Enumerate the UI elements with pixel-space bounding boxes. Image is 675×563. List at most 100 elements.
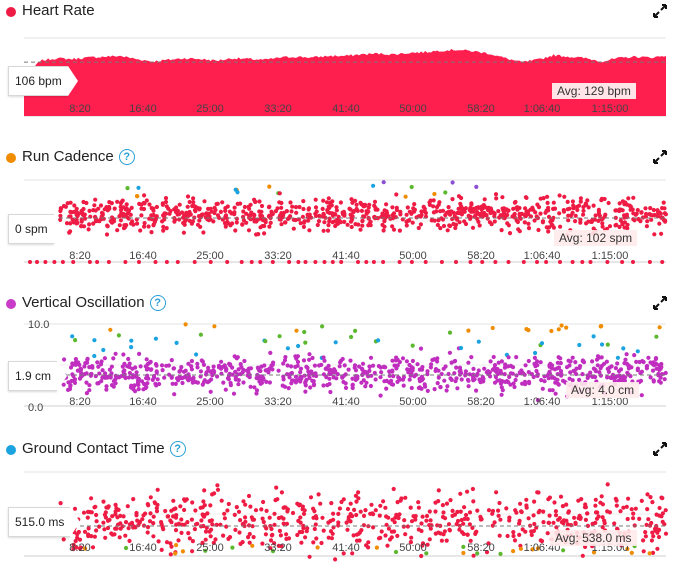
data-point — [230, 545, 235, 550]
data-point — [139, 213, 144, 218]
data-point — [371, 363, 376, 368]
x-tick-label: 16:40 — [129, 396, 157, 408]
data-point — [201, 230, 206, 235]
data-point — [134, 513, 139, 518]
data-point — [454, 365, 459, 370]
data-point — [518, 501, 523, 506]
data-point — [573, 521, 578, 526]
expand-arrows-icon[interactable] — [653, 4, 667, 18]
data-point — [555, 381, 561, 386]
data-point — [129, 345, 134, 350]
data-point — [541, 509, 546, 514]
data-point — [134, 194, 140, 199]
question-circle-icon[interactable]: ? — [149, 295, 166, 311]
data-point — [663, 370, 668, 376]
data-point — [632, 218, 637, 223]
data-point — [86, 526, 91, 531]
data-point — [326, 223, 331, 228]
data-point — [429, 362, 434, 367]
data-point — [119, 200, 124, 205]
data-point — [356, 222, 361, 227]
expand-arrows-icon[interactable] — [653, 296, 667, 310]
data-point — [393, 215, 398, 220]
data-point — [476, 368, 481, 373]
data-point — [578, 364, 583, 369]
data-point — [639, 210, 644, 215]
run-cadence-chart[interactable]: 8:20 16:40 25:00 33:20 41:40 50:00 58:20 1:06:4… — [0, 146, 675, 270]
data-point — [331, 511, 336, 516]
data-point — [447, 528, 452, 533]
data-point — [268, 350, 273, 355]
data-point — [488, 206, 493, 211]
data-point — [223, 387, 228, 392]
data-point — [332, 367, 337, 372]
data-point — [256, 232, 261, 237]
data-point — [163, 196, 169, 201]
data-point — [260, 516, 265, 521]
data-point — [564, 325, 569, 330]
data-point — [470, 225, 476, 230]
data-point — [162, 375, 167, 380]
data-point — [100, 368, 105, 373]
data-point — [479, 516, 484, 521]
data-point — [343, 372, 348, 377]
data-point — [126, 356, 131, 362]
data-point — [369, 373, 374, 378]
data-point — [253, 508, 259, 513]
data-point — [371, 260, 376, 264]
data-point — [230, 221, 235, 226]
data-point — [222, 363, 227, 368]
data-point — [486, 541, 491, 546]
data-point — [279, 490, 284, 495]
data-point — [446, 522, 452, 527]
data-point — [457, 220, 462, 225]
question-circle-icon[interactable]: ? — [169, 441, 186, 457]
data-point — [288, 372, 293, 377]
data-point — [191, 375, 196, 380]
expand-arrows-icon[interactable] — [653, 442, 667, 456]
data-point — [186, 531, 191, 536]
data-point — [220, 200, 225, 205]
data-point — [391, 374, 396, 379]
data-point — [382, 219, 387, 224]
data-point — [423, 210, 428, 216]
data-point — [148, 495, 153, 500]
data-point — [68, 384, 73, 389]
data-point — [94, 512, 99, 518]
data-point — [170, 381, 175, 386]
data-point — [198, 332, 203, 337]
data-point — [93, 197, 98, 202]
data-point — [263, 339, 268, 344]
data-point — [564, 502, 569, 507]
data-point — [184, 497, 189, 502]
data-point — [203, 529, 209, 534]
data-point — [173, 528, 179, 533]
data-point — [92, 353, 97, 359]
heart-rate-chart[interactable]: 8:20 16:40 25:00 33:20 41:40 50:00 58:20 1:06:4… — [0, 0, 675, 132]
data-point — [424, 551, 429, 556]
data-point — [63, 204, 68, 209]
expand-arrows-icon[interactable] — [653, 150, 667, 164]
data-point — [588, 260, 593, 264]
question-circle-icon[interactable]: ? — [118, 149, 135, 165]
data-point — [474, 529, 479, 534]
data-point — [276, 543, 281, 548]
data-point — [82, 546, 88, 551]
data-point — [274, 485, 279, 490]
data-point — [73, 357, 78, 362]
data-point — [126, 526, 131, 531]
data-point — [553, 509, 559, 514]
data-point — [617, 208, 622, 214]
ground-contact-time-chart[interactable]: 8:20 16:40 25:00 33:20 41:40 50:00 58:20 1:06:4… — [0, 438, 675, 563]
data-point — [580, 372, 585, 377]
data-point — [286, 386, 291, 391]
data-point — [643, 534, 649, 539]
vertical-oscillation-chart[interactable]: 10.0 0.0 8:20 16:40 25:00 33:20 41:40 50:00 58:2… — [0, 292, 675, 416]
data-point — [427, 509, 432, 514]
data-point — [580, 553, 585, 558]
data-point — [634, 359, 639, 364]
data-point — [242, 204, 247, 210]
data-point — [105, 375, 110, 380]
data-point — [279, 205, 284, 210]
data-point — [187, 199, 192, 205]
